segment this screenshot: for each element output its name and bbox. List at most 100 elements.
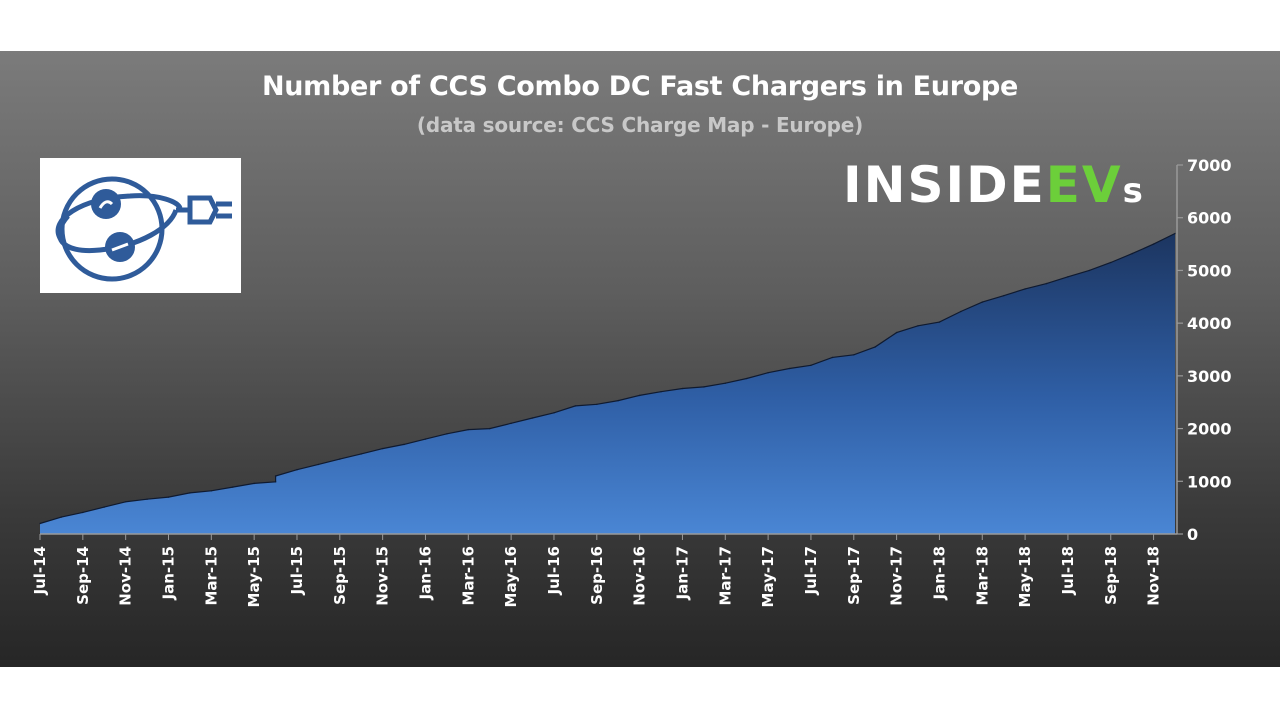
data-point-15	[339, 458, 341, 460]
data-point-37	[810, 364, 812, 367]
x-tick-label: Mar-15	[202, 546, 220, 606]
x-tick-label: Mar-17	[716, 546, 734, 606]
data-point-48	[1045, 282, 1048, 285]
data-point-8	[210, 490, 213, 492]
data-point-18	[403, 443, 405, 446]
data-point-54	[1174, 232, 1176, 235]
data-point-50	[1088, 269, 1091, 272]
y-tick-label: 5000	[1187, 261, 1232, 280]
data-point-0	[39, 522, 41, 525]
data-point-24	[531, 417, 534, 419]
y-tick-label: 3000	[1187, 367, 1232, 386]
data-point-16	[360, 453, 363, 455]
x-tick-label: Nov-14	[117, 546, 135, 606]
data-point-46	[1002, 294, 1005, 297]
brand-logo-part2: EV	[1045, 156, 1123, 214]
y-tick-label: 6000	[1187, 209, 1232, 228]
brand-logo-part1: INSIDE	[843, 156, 1046, 214]
x-tick-label: Sep-16	[588, 546, 606, 605]
data-point-53	[1152, 243, 1155, 245]
y-tick-label: 2000	[1187, 420, 1232, 439]
data-point-33	[724, 382, 727, 385]
data-point-52	[1131, 252, 1133, 255]
x-tick-label: Sep-17	[845, 546, 863, 605]
data-point-13	[296, 468, 298, 471]
data-point-4	[124, 501, 127, 503]
data-point-28	[617, 399, 619, 402]
data-point-21	[467, 428, 470, 431]
data-point-9	[231, 486, 234, 488]
data-point-47	[1024, 288, 1026, 290]
data-point-26	[574, 405, 577, 407]
data-point-49	[1067, 276, 1069, 278]
chart-subtitle: (data source: CCS Charge Map - Europe)	[416, 113, 864, 137]
data-point-14	[317, 463, 320, 466]
plug-logo	[40, 158, 241, 293]
data-point-42	[917, 325, 919, 327]
data-point-7	[189, 492, 191, 494]
x-tick-label: Jul-15	[288, 546, 306, 596]
data-point-43	[938, 321, 941, 323]
data-point-35	[767, 371, 769, 374]
x-tick-label: May-17	[759, 546, 777, 607]
data-point-22	[488, 427, 491, 430]
x-tick-label: Jul-18	[1059, 546, 1077, 596]
data-point-34	[745, 377, 748, 380]
data-point-29	[638, 394, 641, 397]
data-point-44	[960, 310, 962, 313]
data-point-20	[446, 433, 448, 435]
x-tick-label: Sep-14	[74, 546, 92, 605]
x-tick-label: Jul-17	[802, 546, 820, 596]
data-point-5	[146, 498, 148, 501]
x-tick-label: Sep-15	[331, 546, 349, 605]
x-tick-label: Jan-16	[417, 546, 435, 600]
data-point-38	[831, 356, 834, 359]
data-point-17	[381, 447, 384, 450]
chart-title: Number of CCS Combo DC Fast Chargers in …	[261, 71, 1019, 102]
data-point-36	[788, 367, 791, 370]
y-tick-label: 4000	[1187, 314, 1232, 333]
x-tick-label: May-16	[502, 546, 520, 607]
data-point-11	[274, 481, 277, 483]
data-point-40	[874, 346, 876, 348]
data-point-6	[167, 496, 170, 498]
data-point-25	[553, 412, 555, 414]
y-tick-label: 0	[1187, 525, 1198, 544]
brand-logo-part3: s	[1122, 171, 1145, 211]
data-point-45	[981, 301, 984, 303]
x-tick-label: Nov-17	[888, 546, 906, 606]
x-tick-label: Mar-16	[459, 546, 477, 606]
x-tick-label: Jan-18	[930, 546, 948, 600]
data-point-27	[596, 403, 598, 406]
data-point-30	[660, 390, 662, 393]
data-point-23	[510, 422, 512, 425]
data-point-3	[103, 506, 105, 508]
x-tick-label: May-18	[1016, 546, 1034, 607]
data-point-19	[424, 438, 427, 440]
data-point-10	[253, 482, 255, 485]
x-tick-label: Mar-18	[973, 546, 991, 606]
chart-plot: 0 1000 2000 3000 4000 5000 6000 7000 Jul-14 Sep-…	[31, 156, 1232, 607]
data-point-39	[853, 354, 855, 356]
data-point-41	[895, 331, 898, 334]
data-point-51	[1110, 261, 1112, 264]
x-tick-label: Nov-15	[374, 546, 392, 606]
y-tick-label: 7000	[1187, 156, 1232, 175]
brand-logo: INSIDEEVs	[843, 156, 1145, 214]
data-point-12	[274, 475, 277, 477]
series-area-0	[40, 233, 1175, 534]
data-point-32	[703, 386, 705, 388]
data-point-1	[60, 516, 63, 518]
x-tick-label: Nov-16	[631, 546, 649, 606]
x-tick-label: Jul-14	[31, 546, 49, 596]
data-point-31	[681, 387, 684, 390]
x-tick-label: Sep-18	[1102, 546, 1120, 605]
x-tick-label: Jul-16	[545, 546, 563, 596]
x-tick-label: Jan-15	[160, 546, 178, 600]
x-tick-label: Jan-17	[674, 546, 692, 600]
chart-panel: Number of CCS Combo DC Fast Chargers in …	[0, 51, 1280, 667]
plug-charger-icon	[55, 176, 232, 282]
x-tick-label: May-15	[245, 546, 263, 607]
data-point-2	[82, 511, 84, 514]
y-tick-label: 1000	[1187, 472, 1232, 491]
